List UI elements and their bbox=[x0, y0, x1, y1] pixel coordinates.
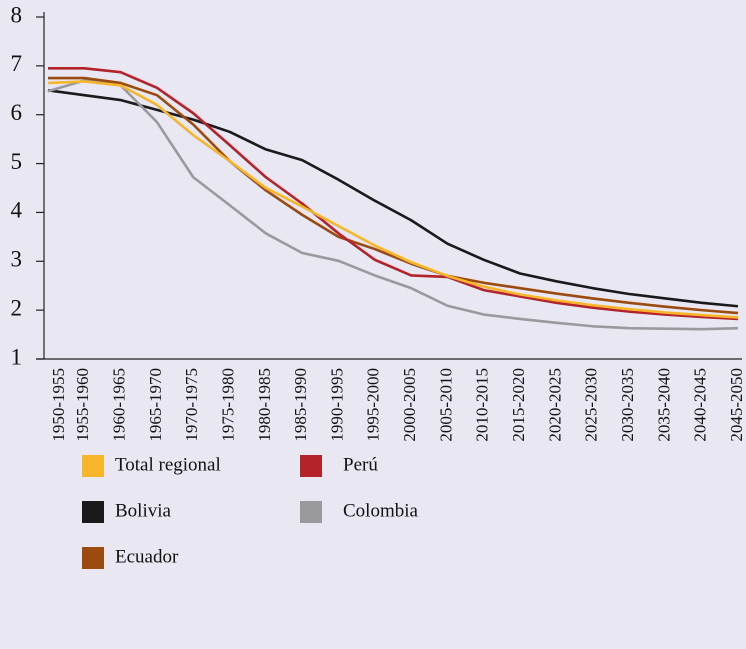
x-tick-label: 1995-2000 bbox=[364, 368, 383, 442]
y-tick-label: 1 bbox=[11, 344, 23, 369]
x-tick-label: 2045-2050 bbox=[727, 368, 746, 442]
legend-label: Total regional bbox=[115, 454, 221, 475]
series-line bbox=[47, 80, 739, 319]
legend-swatch bbox=[82, 547, 104, 569]
x-tick-label: 2025-2030 bbox=[582, 368, 601, 442]
legend-label: Ecuador bbox=[115, 546, 179, 567]
x-tick-label: 2040-2045 bbox=[691, 368, 710, 442]
series-line bbox=[48, 67, 739, 321]
x-tick-label: 2015-2020 bbox=[509, 368, 528, 442]
y-tick-label: 4 bbox=[11, 198, 23, 223]
x-tick-label: 2030-2035 bbox=[618, 368, 637, 442]
x-tick-label: 2000-2005 bbox=[400, 368, 419, 442]
x-tick-label: 1980-1985 bbox=[255, 368, 274, 442]
y-tick-label: 8 bbox=[11, 2, 23, 27]
x-tick-label: 1960-1965 bbox=[110, 368, 129, 442]
legend-swatch bbox=[300, 501, 322, 523]
x-tick-label: 1985-1990 bbox=[291, 368, 310, 442]
x-tick-label: 2005-2010 bbox=[436, 368, 455, 442]
y-tick-label: 6 bbox=[11, 100, 23, 125]
legend-swatch bbox=[300, 455, 322, 477]
x-tick-label: 2020-2025 bbox=[545, 368, 564, 442]
x-tick-label: 2010-2015 bbox=[473, 368, 492, 442]
series-line bbox=[47, 79, 739, 331]
y-tick-label: 3 bbox=[11, 247, 23, 272]
x-tick-label: 1990-1995 bbox=[327, 368, 346, 442]
x-tick-label: 1955-1960 bbox=[73, 368, 92, 442]
x-tick-label: 1965-1970 bbox=[146, 368, 165, 442]
x-tick-label: 1975-1980 bbox=[218, 368, 237, 442]
legend-label: Colombia bbox=[343, 500, 419, 521]
y-tick-label: 5 bbox=[11, 149, 23, 174]
legend-swatch bbox=[82, 455, 104, 477]
legend-label: Perú bbox=[343, 454, 378, 475]
x-tick-label: 1970-1975 bbox=[182, 368, 201, 442]
y-tick-label: 7 bbox=[11, 51, 23, 76]
x-tick-label: 2035-2040 bbox=[654, 368, 673, 442]
y-tick-label: 2 bbox=[11, 295, 23, 320]
x-tick-label: 1950-1955 bbox=[49, 368, 68, 442]
legend-label: Bolivia bbox=[115, 500, 172, 521]
legend-swatch bbox=[82, 501, 104, 523]
series-line bbox=[48, 76, 739, 315]
